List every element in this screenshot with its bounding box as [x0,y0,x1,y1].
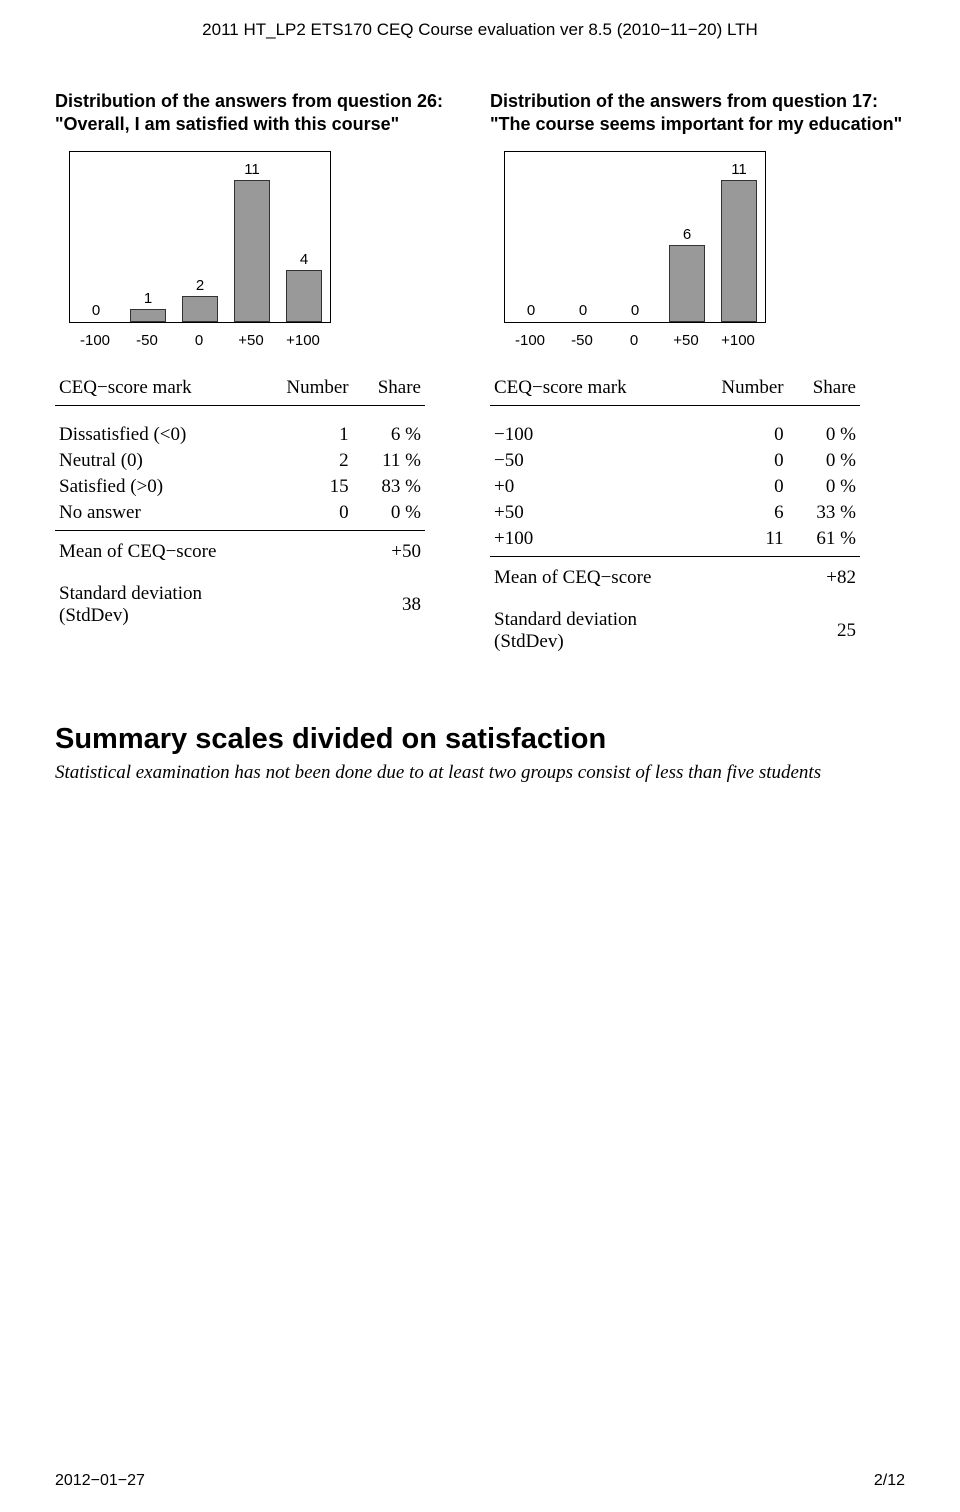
left-row-num: 15 [253,474,352,500]
right-row-num: 0 [688,406,787,449]
right-th-mark: CEQ−score mark [490,375,688,406]
footer-page: 2/12 [874,1472,905,1490]
right-row-share: 61 % [788,526,860,557]
right-mean-label: Mean of CEQ−score [490,557,688,600]
left-bar-chart: 012114-100-500+50+100 [55,149,345,349]
left-row-share: 0 % [353,500,425,531]
two-column-layout: Distribution of the answers from questio… [55,90,905,663]
right-row-label: +100 [490,526,688,557]
right-row-share: 0 % [788,474,860,500]
section-note: Statistical examination has not been don… [55,762,905,784]
left-th-number: Number [253,375,352,406]
right-std-value: 25 [688,599,860,663]
right-row-share: 0 % [788,448,860,474]
page-header: 2011 HT_LP2 ETS170 CEQ Course evaluation… [55,20,905,40]
left-row-label: No answer [55,500,253,531]
left-mean-value: +50 [253,531,425,574]
right-row-num: 0 [688,448,787,474]
left-std-label: Standard deviation (StdDev) [55,573,253,637]
left-row-num: 1 [253,406,352,449]
right-row-num: 0 [688,474,787,500]
right-table: CEQ−score mark Number Share −100 0 0 % −… [490,375,860,663]
right-column: Distribution of the answers from questio… [490,90,905,663]
right-mean-value: +82 [688,557,860,600]
footer-date: 2012−01−27 [55,1472,145,1490]
left-row-num: 2 [253,448,352,474]
left-question-title: Distribution of the answers from questio… [55,90,470,135]
left-row-label: Satisfied (>0) [55,474,253,500]
page-footer: 2012−01−27 2/12 [55,1472,905,1490]
right-std-label: Standard deviation (StdDev) [490,599,688,663]
right-row-share: 0 % [788,406,860,449]
left-column: Distribution of the answers from questio… [55,90,470,663]
right-bar-chart: 000611-100-500+50+100 [490,149,780,349]
left-row-share: 11 % [353,448,425,474]
left-row-label: Dissatisfied (<0) [55,406,253,449]
left-table: CEQ−score mark Number Share Dissatisfied… [55,375,425,637]
right-row-label: +50 [490,500,688,526]
left-row-share: 6 % [353,406,425,449]
right-row-share: 33 % [788,500,860,526]
right-row-num: 6 [688,500,787,526]
right-row-label: −100 [490,406,688,449]
right-row-num: 11 [688,526,787,557]
section-heading: Summary scales divided on satisfaction [55,723,905,756]
right-row-label: +0 [490,474,688,500]
left-row-share: 83 % [353,474,425,500]
left-row-label: Neutral (0) [55,448,253,474]
right-th-share: Share [788,375,860,406]
right-question-title: Distribution of the answers from questio… [490,90,905,135]
left-row-num: 0 [253,500,352,531]
left-mean-label: Mean of CEQ−score [55,531,253,574]
right-th-number: Number [688,375,787,406]
left-th-share: Share [353,375,425,406]
left-th-mark: CEQ−score mark [55,375,253,406]
left-std-value: 38 [253,573,425,637]
right-row-label: −50 [490,448,688,474]
